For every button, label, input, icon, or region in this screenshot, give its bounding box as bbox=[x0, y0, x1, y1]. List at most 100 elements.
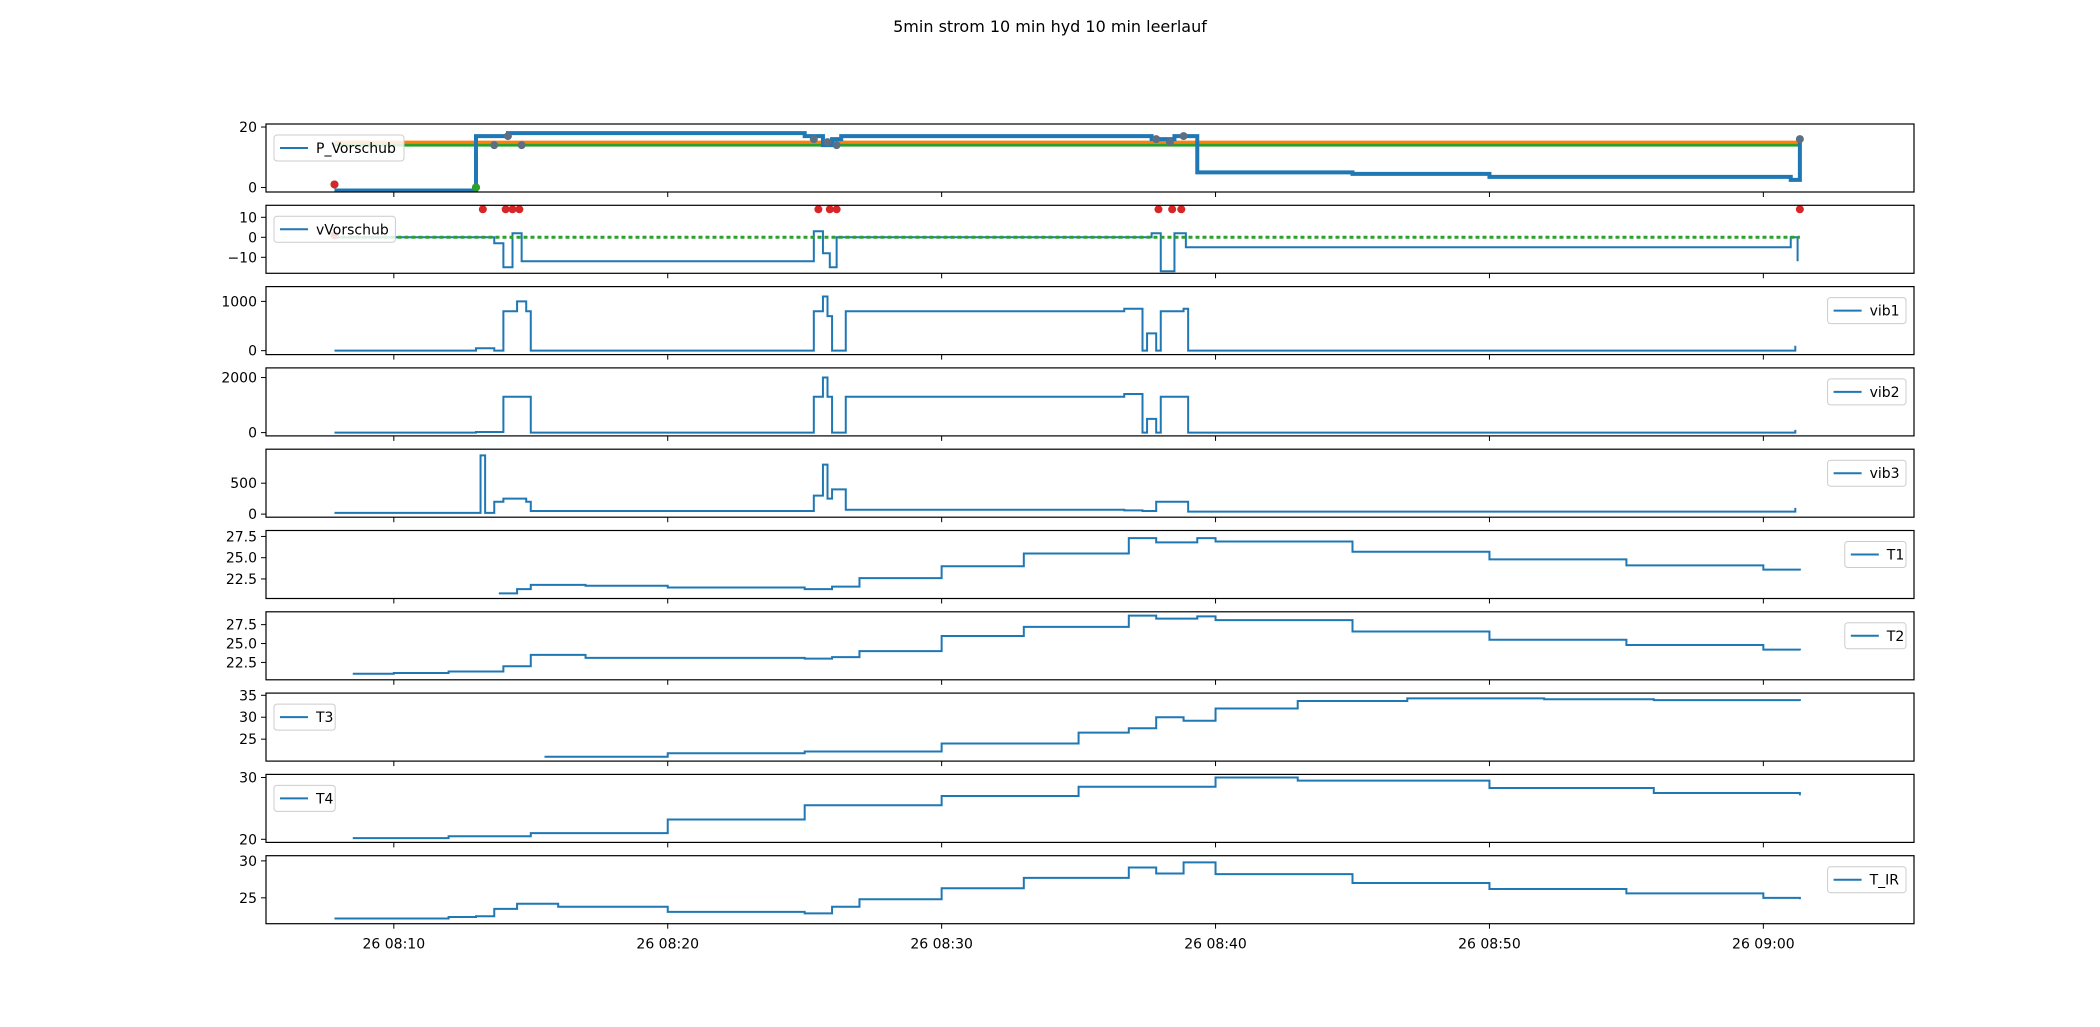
legend-label: T_IR bbox=[1869, 873, 1900, 889]
subplot-t3: 25 30 35 T3 bbox=[239, 688, 1915, 767]
series-line-vib3 bbox=[334, 454, 1797, 514]
subplot-frame bbox=[265, 611, 1915, 681]
legend: T3 bbox=[273, 703, 336, 731]
x-tick-label: 26 08:20 bbox=[636, 937, 699, 953]
data-point-red bbox=[1154, 205, 1163, 214]
legend-frame bbox=[273, 134, 405, 162]
data-point bbox=[1152, 135, 1161, 144]
data-point bbox=[517, 141, 526, 150]
data-point bbox=[503, 132, 512, 141]
data-point bbox=[1165, 138, 1174, 147]
legend: vib3 bbox=[1827, 459, 1907, 487]
x-tick-label: 26 09:00 bbox=[1732, 937, 1795, 953]
legend-frame bbox=[1827, 866, 1907, 894]
y-tick-label: 35 bbox=[239, 688, 257, 704]
x-tick-label: 26 08:40 bbox=[1184, 937, 1247, 953]
data-point-green bbox=[471, 183, 480, 192]
legend: T_IR bbox=[1827, 866, 1907, 894]
x-axis: 26 08:10 26 08:20 26 08:30 26 08:40 26 08:50… bbox=[363, 937, 1795, 953]
y-tick-label: 25.0 bbox=[226, 551, 257, 567]
y-tick-label: 500 bbox=[230, 476, 257, 492]
data-point-red bbox=[508, 205, 517, 214]
legend-label: vib3 bbox=[1870, 466, 1900, 482]
subplot-t-ir: 25 30 T_IR bbox=[239, 854, 1915, 929]
x-tick-label: 26 08:10 bbox=[363, 937, 426, 953]
y-tick-label: 10 bbox=[239, 210, 257, 226]
legend: T1 bbox=[1844, 541, 1907, 568]
series-line-t-ir bbox=[334, 861, 1801, 920]
subplot-vib1: 0 1000 vib1 bbox=[221, 286, 1915, 360]
x-tick-label: 26 08:30 bbox=[910, 937, 973, 953]
y-tick-label: 0 bbox=[248, 344, 257, 360]
legend-label: T3 bbox=[315, 710, 333, 726]
legend-frame bbox=[1827, 459, 1907, 487]
y-tick-label: 30 bbox=[239, 770, 257, 786]
data-point-red bbox=[825, 205, 834, 214]
subplot-t1: 22.5 25.0 27.5 T1 bbox=[226, 529, 1915, 604]
y-tick-label: 30 bbox=[239, 854, 257, 870]
legend-label: vib1 bbox=[1870, 304, 1900, 320]
legend-label: T4 bbox=[315, 791, 334, 807]
subplot-frame bbox=[265, 367, 1915, 437]
legend-label: vVorschub bbox=[316, 222, 389, 238]
y-tick-label: 20 bbox=[239, 120, 257, 136]
data-point-red bbox=[1177, 205, 1186, 214]
series-line-vib2 bbox=[334, 376, 1797, 434]
series-line-t3 bbox=[544, 697, 1801, 758]
y-tick-label: 1000 bbox=[221, 294, 257, 310]
data-point bbox=[823, 138, 832, 147]
data-point-red bbox=[478, 205, 487, 214]
data-point-red bbox=[1795, 205, 1804, 214]
subplot-t2: 22.5 25.0 27.5 T2 bbox=[226, 611, 1915, 685]
legend: vVorschub bbox=[273, 215, 396, 243]
series-line-vib1 bbox=[334, 295, 1797, 352]
data-point-red bbox=[515, 205, 524, 214]
subplot-frame bbox=[265, 448, 1915, 518]
legend-frame bbox=[1827, 378, 1907, 406]
subplot-frame bbox=[265, 286, 1915, 356]
y-tick-label: 2000 bbox=[221, 371, 257, 387]
data-point-red bbox=[814, 205, 823, 214]
legend-label: T1 bbox=[1886, 548, 1904, 564]
subplot-vib3: 0 500 vib3 bbox=[230, 448, 1915, 523]
subplots: 0 20 P_Vorschub −10 0 10 vVorschub 0 1000 vib1 0 20… bbox=[221, 120, 1915, 929]
series-line-vvorschub bbox=[334, 230, 1799, 273]
data-point bbox=[1795, 135, 1804, 144]
y-tick-label: 30 bbox=[239, 710, 257, 726]
figure-title: 5min strom 10 min hyd 10 min leerlauf bbox=[893, 17, 1207, 36]
legend: vib1 bbox=[1827, 297, 1907, 325]
data-point bbox=[809, 135, 818, 144]
x-tick-label: 26 08:50 bbox=[1458, 937, 1521, 953]
data-point-red bbox=[501, 205, 510, 214]
y-tick-label: 0 bbox=[248, 426, 257, 442]
data-point-red bbox=[330, 180, 339, 189]
y-tick-label: 0 bbox=[248, 507, 257, 523]
subplot-t4: 20 30 T4 bbox=[239, 770, 1915, 848]
y-tick-label: 20 bbox=[239, 832, 257, 848]
data-point bbox=[490, 141, 499, 150]
data-point-red bbox=[1168, 205, 1177, 214]
y-tick-label: 22.5 bbox=[226, 655, 257, 671]
y-tick-label: 25 bbox=[239, 732, 257, 748]
series-line-t2 bbox=[352, 614, 1801, 675]
legend: T2 bbox=[1844, 622, 1907, 650]
legend-label: T2 bbox=[1886, 629, 1904, 645]
y-tick-label: 0 bbox=[248, 180, 257, 196]
legend-frame bbox=[273, 215, 396, 243]
subplot-frame bbox=[265, 692, 1915, 762]
subplot-vvorschub: −10 0 10 vVorschub bbox=[227, 204, 1915, 279]
subplot-frame bbox=[265, 773, 1915, 844]
legend-label: P_Vorschub bbox=[316, 141, 396, 157]
y-tick-label: 27.5 bbox=[226, 618, 257, 634]
data-point-red bbox=[832, 205, 841, 214]
subplot-p-vorschub: 0 20 P_Vorschub bbox=[239, 120, 1915, 197]
y-tick-label: 0 bbox=[248, 230, 257, 246]
subplot-frame bbox=[265, 204, 1915, 274]
legend: T4 bbox=[273, 784, 336, 812]
y-tick-label: 25 bbox=[239, 891, 257, 907]
series-line-t1 bbox=[498, 537, 1801, 595]
data-point bbox=[1179, 132, 1188, 141]
legend-frame bbox=[1827, 297, 1907, 325]
subplot-frame bbox=[265, 123, 1915, 193]
